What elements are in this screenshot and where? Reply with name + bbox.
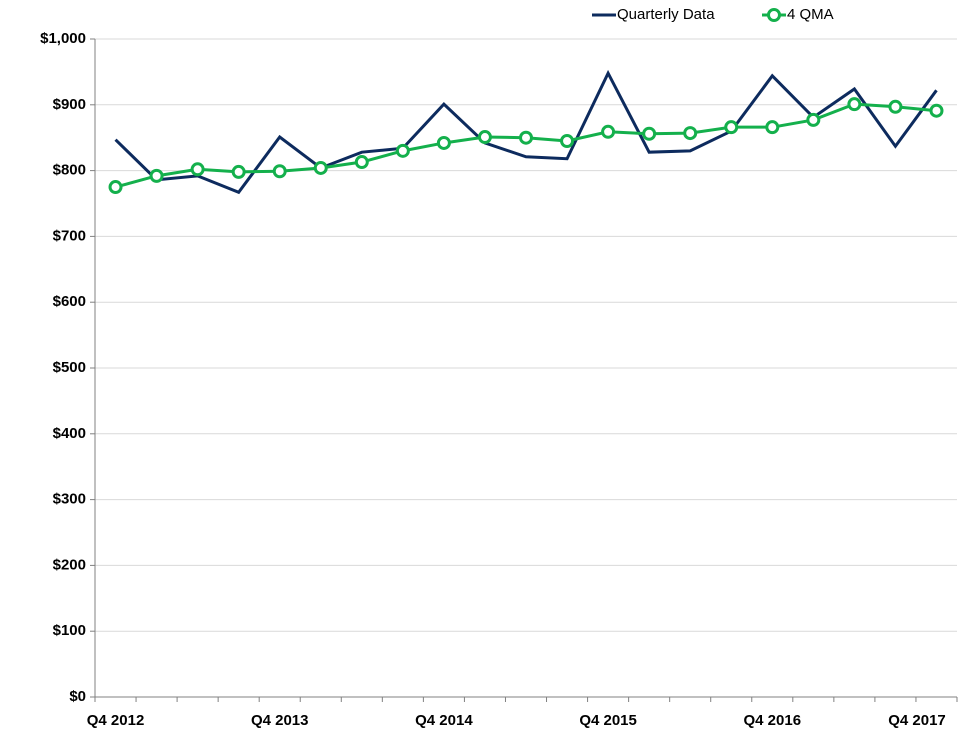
series-marker <box>765 120 780 135</box>
series-marker <box>724 120 739 135</box>
legend-label: 4 QMA <box>787 6 834 23</box>
legend-marker <box>767 8 781 22</box>
y-tick-label: $400 <box>53 425 86 442</box>
series-marker <box>929 103 944 118</box>
series-marker <box>190 162 205 177</box>
legend-label: Quarterly Data <box>617 6 715 23</box>
series-marker <box>601 124 616 139</box>
series-marker <box>436 135 451 150</box>
series-marker <box>395 143 410 158</box>
y-tick-label: $700 <box>53 227 86 244</box>
y-tick-label: $0 <box>69 688 86 705</box>
series-marker <box>313 160 328 175</box>
series-marker <box>683 126 698 141</box>
x-tick-label: Q4 2013 <box>251 712 309 729</box>
series-marker <box>888 99 903 114</box>
y-tick-label: $300 <box>53 491 86 508</box>
series-marker <box>806 112 821 127</box>
series-marker <box>519 130 533 145</box>
x-tick-label: Q4 2016 <box>744 712 802 729</box>
series-marker <box>108 180 123 195</box>
x-tick-label: Q4 2017 <box>888 712 946 729</box>
y-tick-label: $600 <box>53 293 86 310</box>
y-tick-label: $1,000 <box>40 30 86 47</box>
y-tick-label: $100 <box>53 622 86 639</box>
y-tick-label: $200 <box>53 556 86 573</box>
x-tick-label: Q4 2014 <box>415 712 473 729</box>
series-marker <box>847 97 862 112</box>
series-marker <box>477 130 492 145</box>
series-line <box>114 69 938 195</box>
series-marker <box>560 133 575 148</box>
x-tick-label: Q4 2015 <box>579 712 637 729</box>
series-marker <box>642 126 657 141</box>
series-marker <box>149 168 164 183</box>
y-tick-label: $900 <box>53 96 86 113</box>
series-marker <box>231 164 246 179</box>
y-tick-label: $800 <box>53 162 86 179</box>
series-marker <box>272 164 287 179</box>
x-tick-label: Q4 2012 <box>87 712 145 729</box>
y-tick-label: $500 <box>53 359 86 376</box>
series-marker <box>354 155 369 170</box>
